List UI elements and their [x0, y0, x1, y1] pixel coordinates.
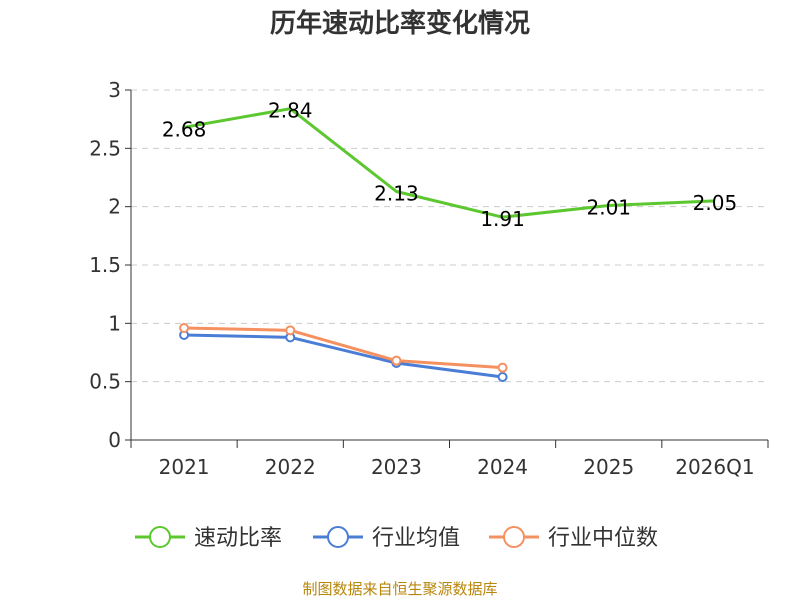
x-tick-label-4: 2025	[583, 455, 634, 479]
x-tick-label-3: 2024	[477, 455, 528, 479]
series-line-2	[184, 326, 503, 370]
data-label-0-5: 2.05	[693, 191, 738, 215]
x-tick-label-5: 2026Q1	[675, 455, 754, 479]
x-tick-label-0: 2021	[159, 455, 210, 479]
series-2-point-3	[497, 362, 508, 373]
axes: 0 0.5 1 1.5 2 2.5 3 2021 2022 2023 2024 2025 2026Q1	[89, 78, 769, 479]
y-tick-label-3: 1.5	[89, 253, 121, 277]
legend-item-2[interactable]: 行业中位数	[489, 526, 658, 551]
y-tick-label-6: 3	[108, 78, 121, 102]
series-1-point-3	[497, 372, 508, 382]
data-label-0-4: 2.01	[586, 196, 631, 220]
series-line-0	[183, 107, 715, 219]
legend-item-1[interactable]: 行业均值	[313, 526, 460, 551]
legend-marker-2	[503, 526, 525, 548]
grid-lines	[131, 89, 768, 383]
legend: 速动比率 行业均值 行业中位数	[135, 526, 658, 551]
data-label-0-1: 2.84	[268, 99, 313, 123]
series-2-point-0	[179, 323, 190, 333]
x-tick-label-1: 2022	[265, 455, 316, 479]
y-tick-label-5: 2.5	[89, 136, 121, 160]
data-label-0-2: 2.13	[374, 182, 419, 206]
legend-item-0[interactable]: 速动比率	[135, 526, 282, 551]
legend-label-0: 速动比率	[194, 526, 282, 551]
y-tick-label-1: 0.5	[89, 370, 121, 394]
data-label-0-0: 2.68	[162, 117, 207, 141]
series-line-1	[184, 333, 503, 379]
x-tick-label-2: 2023	[371, 455, 422, 479]
y-tick-label-0: 0	[108, 428, 121, 452]
source-note: 制图数据来自恒生聚源数据库	[302, 580, 497, 598]
legend-label-2: 行业中位数	[548, 526, 658, 551]
series-2-point-2	[391, 355, 402, 366]
data-label-0-3: 1.91	[480, 207, 525, 231]
y-tick-label-4: 2	[108, 195, 121, 219]
chart-title: 历年速动比率变化情况	[270, 8, 530, 39]
legend-marker-1	[327, 526, 349, 548]
legend-label-1: 行业均值	[372, 526, 460, 551]
series-2-point-1	[285, 325, 296, 336]
y-tick-label-2: 1	[108, 311, 121, 335]
legend-marker-0	[149, 526, 171, 548]
series-lines	[179, 107, 715, 382]
data-labels: 2.68 2.84 2.13 1.91 2.01 2.05	[162, 99, 737, 232]
